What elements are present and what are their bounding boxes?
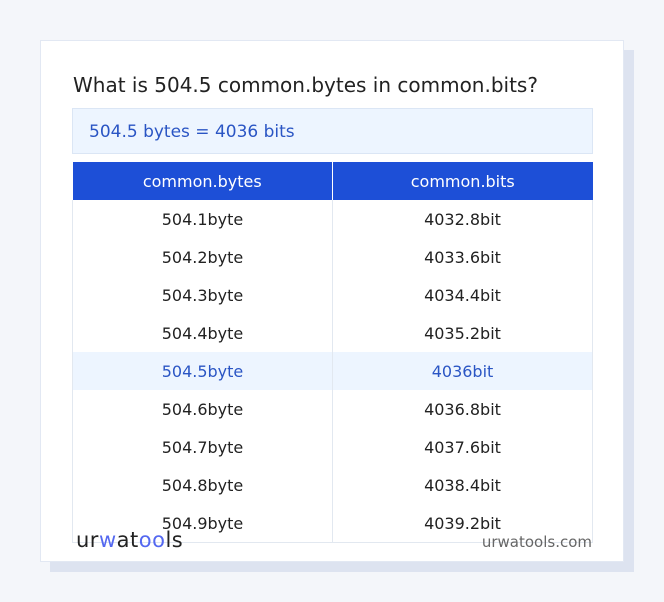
table-row: 504.9byte 4039.2bit [72, 504, 593, 543]
bytes-cell: 504.6byte [72, 390, 333, 428]
bytes-cell: 504.9byte [72, 504, 333, 543]
result-box: 504.5 bytes = 4036 bits [72, 108, 593, 154]
table-row: 504.5byte 4036bit [72, 352, 593, 390]
conversion-table: common.bytes common.bits 504.1byte 4032.8… [72, 162, 593, 543]
table-row: 504.6byte 4036.8bit [72, 390, 593, 428]
bytes-cell: 504.1byte [72, 200, 333, 238]
bytes-cell: 504.7byte [72, 428, 333, 466]
table-row: 504.1byte 4032.8bit [72, 200, 593, 238]
table-row: 504.7byte 4037.6bit [72, 428, 593, 466]
bits-cell: 4035.2bit [332, 314, 593, 352]
bits-cell: 4032.8bit [332, 200, 593, 238]
bits-cell: 4033.6bit [332, 238, 593, 276]
table-row: 504.8byte 4038.4bit [72, 466, 593, 504]
table-row: 504.4byte 4035.2bit [72, 314, 593, 352]
column-header-bytes: common.bytes [72, 162, 333, 200]
bytes-cell: 504.2byte [72, 238, 333, 276]
bits-cell: 4036.8bit [332, 390, 593, 428]
bits-cell: 4037.6bit [332, 428, 593, 466]
bytes-cell: 504.5byte [72, 352, 333, 390]
bits-cell: 4039.2bit [332, 504, 593, 543]
bytes-cell: 504.4byte [72, 314, 333, 352]
page-title: What is 504.5 common.bytes in common.bit… [73, 73, 538, 97]
site-link[interactable]: urwatools.com [481, 533, 592, 551]
bytes-cell: 504.3byte [72, 276, 333, 314]
bits-cell: 4036bit [332, 352, 593, 390]
table-row: 504.2byte 4033.6bit [72, 238, 593, 276]
bytes-cell: 504.8byte [72, 466, 333, 504]
table-row: 504.3byte 4034.4bit [72, 276, 593, 314]
conversion-card: What is 504.5 common.bytes in common.bit… [40, 40, 624, 562]
urwatools-logo[interactable]: urwatools [76, 528, 184, 552]
bits-cell: 4038.4bit [332, 466, 593, 504]
column-header-bits: common.bits [332, 162, 593, 200]
bits-cell: 4034.4bit [332, 276, 593, 314]
